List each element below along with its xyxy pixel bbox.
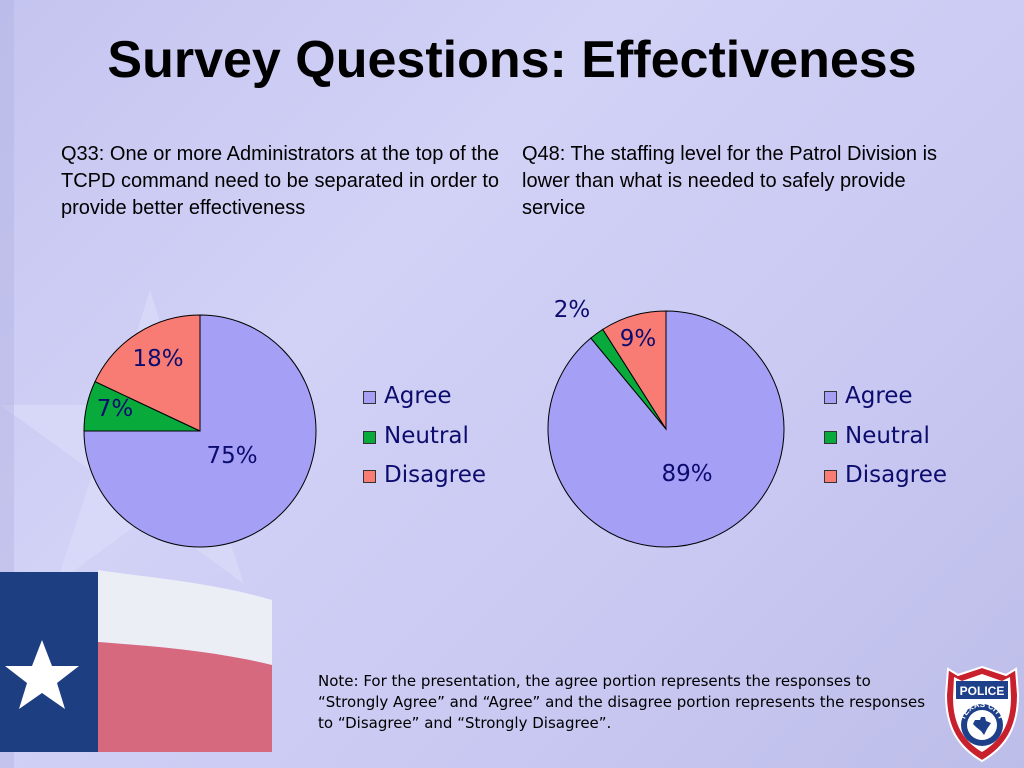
pie-slice-disagree bbox=[94, 314, 201, 432]
legend-swatch-disagree bbox=[363, 470, 376, 483]
question-q48: Q48: The staffing level for the Patrol D… bbox=[522, 143, 938, 219]
legend-item-neutral: Neutral bbox=[363, 423, 486, 463]
data-label-agree: 89% bbox=[661, 461, 712, 487]
legend-label-disagree: Disagree bbox=[845, 462, 948, 488]
legend-label-neutral: Neutral bbox=[384, 422, 469, 449]
legend-q33: Agree Neutral Disagree bbox=[363, 383, 486, 502]
legend-item-agree: Agree bbox=[824, 383, 947, 423]
legend-swatch-disagree bbox=[824, 470, 837, 483]
legend-item-disagree: Disagree bbox=[824, 462, 947, 502]
data-label-neutral: 7% bbox=[97, 396, 134, 422]
legend-item-disagree: Disagree bbox=[363, 462, 486, 502]
pie-slice-disagree bbox=[602, 310, 667, 431]
pie-slice-agree bbox=[83, 314, 317, 548]
pie-chart-q48: 89% 2% 9% bbox=[547, 297, 785, 548]
legend-swatch-agree bbox=[363, 391, 376, 404]
legend-swatch-neutral bbox=[363, 430, 376, 444]
legend-item-neutral: Neutral bbox=[824, 423, 947, 463]
flag-star-icon bbox=[5, 640, 79, 709]
presentation-note: Note: For the presentation, the agree po… bbox=[318, 672, 926, 732]
data-label-disagree: 18% bbox=[132, 346, 183, 372]
texas-flag-icon bbox=[0, 570, 272, 752]
pie-chart-q33: 75% 7% 18% bbox=[83, 314, 317, 548]
legend-label-agree: Agree bbox=[845, 383, 913, 409]
legend-q48: Agree Neutral Disagree bbox=[824, 383, 947, 502]
police-badge-logo: POLICE TEXAS CITY bbox=[944, 665, 1020, 763]
legend-swatch-neutral bbox=[824, 430, 837, 444]
data-label-disagree: 9% bbox=[620, 326, 657, 352]
legend-label-agree: Agree bbox=[384, 383, 452, 409]
legend-label-disagree: Disagree bbox=[384, 462, 487, 488]
legend-label-neutral: Neutral bbox=[845, 422, 930, 449]
legend-item-agree: Agree bbox=[363, 383, 486, 423]
question-q33: Q33: One or more Administrators at the t… bbox=[61, 143, 500, 219]
legend-swatch-agree bbox=[824, 391, 837, 404]
texas-map-icon bbox=[973, 717, 991, 735]
badge-top-text: POLICE bbox=[960, 684, 1005, 698]
slide-title: Survey Questions: Effectiveness bbox=[107, 31, 917, 89]
data-label-neutral: 2% bbox=[554, 297, 591, 323]
data-label-agree: 75% bbox=[206, 443, 257, 469]
